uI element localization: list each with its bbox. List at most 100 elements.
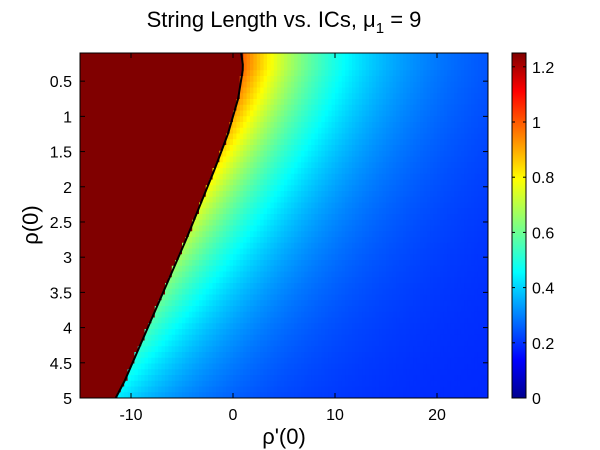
heatmap-cell — [188, 242, 193, 250]
heatmap-cell — [477, 202, 482, 209]
heatmap-cell — [86, 288, 91, 296]
heatmap-cell — [144, 122, 149, 129]
heatmap-cell — [396, 139, 401, 146]
heatmap-cell — [294, 53, 299, 60]
heatmap-cell — [273, 202, 278, 209]
heatmap-cell — [386, 173, 390, 181]
heatmap-cell — [345, 208, 350, 215]
heatmap-cell — [484, 168, 488, 175]
heatmap-cell — [216, 168, 220, 175]
heatmap-cell — [137, 139, 142, 146]
heatmap-cell — [328, 202, 333, 209]
heatmap-cell — [392, 179, 397, 186]
heatmap-cell — [185, 196, 190, 204]
heatmap-cell — [471, 81, 475, 89]
heatmap-cell — [474, 99, 479, 106]
heatmap-cell — [148, 260, 152, 267]
heatmap-cell — [440, 110, 445, 117]
heatmap-cell — [450, 81, 455, 89]
heatmap-cell — [467, 104, 472, 112]
heatmap-cell — [437, 99, 441, 106]
heatmap-cell — [358, 93, 363, 100]
heatmap-cell — [386, 87, 390, 94]
heatmap-cell — [246, 150, 251, 158]
heatmap-cell — [307, 208, 312, 215]
heatmap-cell — [403, 76, 407, 83]
heatmap-cell — [335, 81, 339, 89]
heatmap-cell — [314, 225, 319, 232]
heatmap-cell — [474, 168, 479, 175]
heatmap-cell — [175, 191, 180, 198]
heatmap-cell — [175, 58, 180, 66]
heatmap-cell — [297, 145, 302, 152]
heatmap-cell — [158, 185, 163, 192]
heatmap-cell — [365, 173, 370, 181]
heatmap-cell — [403, 271, 407, 278]
heatmap-cell — [256, 179, 261, 186]
heatmap-cell — [457, 196, 462, 204]
heatmap-cell — [437, 133, 441, 140]
heatmap-cell — [134, 139, 139, 146]
heatmap-cell — [229, 87, 234, 94]
heatmap-cell — [284, 283, 288, 290]
heatmap-cell — [86, 254, 91, 261]
heatmap-cell — [341, 271, 346, 278]
heatmap-cell — [294, 156, 299, 163]
heatmap-cell — [103, 271, 108, 278]
heatmap-cell — [423, 265, 428, 273]
heatmap-cell — [270, 99, 275, 106]
heatmap-cell — [110, 99, 115, 106]
heatmap-cell — [260, 81, 265, 89]
heatmap-cell — [290, 162, 295, 169]
heatmap-cell — [314, 104, 319, 112]
heatmap-cell — [447, 185, 452, 192]
heatmap-cell — [154, 185, 159, 192]
heatmap-cell — [236, 133, 241, 140]
heatmap-cell — [307, 133, 312, 140]
heatmap-cell — [338, 277, 343, 284]
heatmap-cell — [127, 208, 132, 215]
heatmap-cell — [178, 254, 183, 261]
heatmap-cell — [263, 225, 268, 232]
heatmap-cell — [273, 53, 278, 60]
heatmap-cell — [178, 110, 183, 117]
heatmap-cell — [263, 202, 268, 209]
heatmap-cell — [362, 248, 367, 255]
heatmap-cell — [280, 265, 285, 273]
heatmap-cell — [331, 219, 336, 227]
heatmap-cell — [484, 110, 488, 117]
heatmap-cell — [358, 116, 363, 123]
heatmap-cell — [375, 185, 380, 192]
heatmap-cell — [314, 214, 319, 221]
heatmap-cell — [365, 150, 370, 158]
heatmap-cell — [110, 208, 115, 215]
heatmap-cell — [280, 260, 285, 267]
heatmap-cell — [341, 93, 346, 100]
heatmap-cell — [124, 162, 129, 169]
heatmap-cell — [175, 99, 180, 106]
heatmap-cell — [311, 254, 316, 261]
heatmap-cell — [219, 271, 224, 278]
heatmap-cell — [117, 145, 122, 152]
heatmap-cell — [321, 219, 326, 227]
heatmap-cell — [481, 116, 486, 123]
heatmap-cell — [141, 156, 146, 163]
heatmap-cell — [253, 196, 258, 204]
heatmap-cell — [202, 202, 207, 209]
heatmap-cell — [287, 156, 292, 163]
heatmap-cell — [358, 196, 363, 204]
heatmap-cell — [107, 93, 112, 100]
heatmap-cell — [440, 271, 445, 278]
heatmap-cell — [100, 242, 105, 250]
heatmap-cell — [253, 110, 258, 117]
heatmap-cell — [83, 260, 88, 267]
heatmap-cell — [311, 283, 316, 290]
heatmap-cell — [355, 202, 360, 209]
heatmap-cell — [120, 185, 125, 192]
heatmap-cell — [250, 196, 254, 204]
heatmap-cell — [467, 70, 472, 77]
heatmap-cell — [341, 214, 346, 221]
heatmap-cell — [277, 70, 282, 77]
heatmap-cell — [229, 219, 234, 227]
heatmap-cell — [80, 214, 84, 221]
